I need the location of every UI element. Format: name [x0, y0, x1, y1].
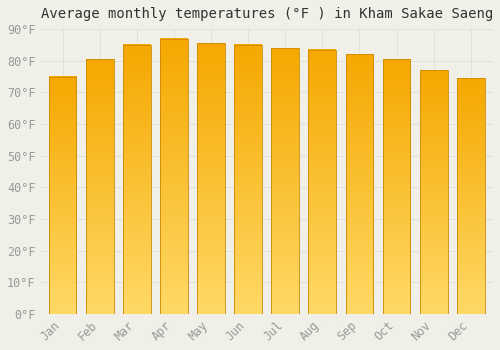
Bar: [197, 43, 225, 314]
Bar: [86, 59, 114, 314]
Bar: [48, 77, 76, 314]
Bar: [308, 50, 336, 314]
Bar: [457, 78, 484, 314]
Bar: [382, 59, 410, 314]
Bar: [234, 45, 262, 314]
Bar: [420, 70, 448, 314]
Bar: [160, 38, 188, 314]
Bar: [272, 48, 299, 314]
Bar: [346, 54, 374, 314]
Bar: [123, 45, 150, 314]
Title: Average monthly temperatures (°F ) in Kham Sakae Saeng: Average monthly temperatures (°F ) in Kh…: [40, 7, 493, 21]
